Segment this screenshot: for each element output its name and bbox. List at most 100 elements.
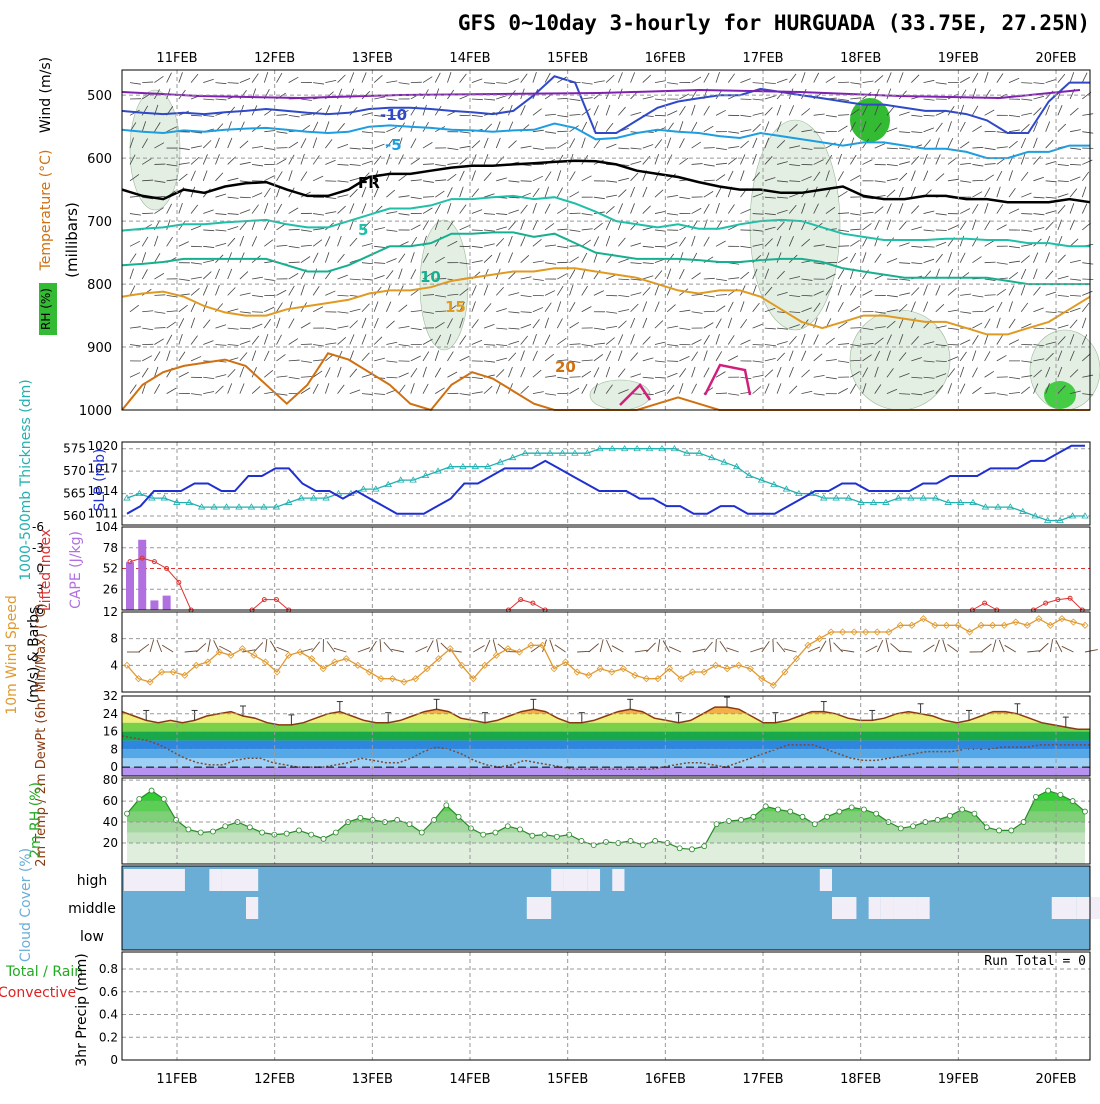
wind-barb	[325, 291, 335, 295]
wind-barb	[985, 295, 996, 296]
wind-barb	[289, 208, 298, 214]
wind-barb	[716, 306, 725, 312]
wind-barb	[655, 390, 665, 394]
wind-barb	[252, 351, 256, 361]
wind-barb	[1027, 651, 1040, 652]
wind-barb	[154, 384, 159, 394]
wind-barb	[264, 176, 274, 181]
wind-barb	[692, 142, 701, 148]
wind-barb	[557, 115, 568, 117]
wind-barb	[496, 138, 500, 148]
wind-barb	[301, 361, 312, 363]
wind-barb	[631, 72, 635, 82]
wind-barb	[362, 72, 366, 82]
wind-barb	[157, 640, 162, 652]
wind-barb	[301, 114, 312, 115]
temp-tick: 8	[110, 742, 118, 756]
wind-barb	[191, 277, 202, 279]
wind-barb	[911, 206, 919, 214]
wind-barb	[460, 132, 471, 133]
wind-barb	[643, 318, 647, 328]
wind-barb	[411, 252, 415, 262]
isotherm-top	[122, 90, 1080, 98]
wind-barb	[289, 286, 295, 295]
wind-barb	[435, 191, 444, 197]
wind-barb	[1033, 156, 1040, 164]
wind-barb	[411, 225, 421, 230]
wind-barb	[948, 158, 957, 165]
wind-barb	[631, 374, 641, 378]
bottom-date-label: 16FEB	[645, 1072, 686, 1087]
wind-barb	[191, 146, 202, 148]
wind-barb	[423, 77, 432, 83]
cloud-block-middle	[527, 897, 551, 919]
wind-barb	[972, 106, 977, 116]
wind-barb	[240, 312, 251, 313]
wind-barb	[472, 170, 476, 180]
precip-tick: 0.2	[99, 1030, 118, 1044]
wind-barb	[911, 171, 915, 181]
wind-barb	[570, 322, 579, 328]
wind-barb	[289, 339, 298, 345]
wind-barb	[1082, 204, 1087, 214]
wind-barb	[203, 210, 213, 214]
wind-barb	[655, 285, 659, 295]
wind-barb	[801, 391, 812, 393]
wind-barb	[130, 373, 140, 378]
wind-barb	[362, 161, 372, 164]
wind-barb	[997, 394, 1008, 396]
wind-barb	[655, 139, 662, 148]
wind-barb	[386, 171, 391, 181]
wind-barb	[850, 155, 856, 164]
wind-barb	[386, 154, 390, 164]
wind-barb	[594, 105, 599, 115]
wind-barb	[606, 640, 611, 652]
wind-barb	[704, 323, 713, 329]
wind-barb	[203, 272, 211, 279]
wind-barb	[533, 109, 542, 116]
wind-barb	[924, 154, 928, 164]
wind-barb	[716, 187, 721, 197]
top-date-label: 17FEB	[742, 51, 783, 66]
wind-barb	[498, 644, 508, 652]
wind-barb	[850, 384, 856, 393]
wind-barb	[850, 240, 859, 246]
wind-barb	[215, 230, 226, 231]
wind-barb	[606, 75, 614, 82]
wind-barb	[496, 252, 500, 262]
wind-barb	[801, 295, 812, 296]
wind-barb	[655, 377, 666, 378]
wind-barb	[911, 287, 919, 295]
wind-barb	[1058, 181, 1069, 182]
wind-barb	[521, 74, 528, 83]
wind-barb	[655, 342, 666, 345]
wind-barb	[1058, 325, 1069, 328]
wind-barb	[423, 220, 429, 229]
rh-point	[505, 824, 510, 829]
wind-barb	[215, 214, 226, 215]
wind-barb	[1070, 177, 1080, 181]
rh-point	[296, 828, 301, 833]
wind-barb	[646, 643, 655, 652]
temp-tick: 32	[103, 689, 118, 703]
wind-barb	[589, 644, 599, 652]
wind-barb	[850, 286, 856, 295]
wind-barb	[545, 132, 556, 134]
wind-barb	[838, 302, 843, 312]
wind-barb	[179, 163, 190, 165]
wind-barb	[582, 306, 592, 311]
y-tick-label: 1000	[79, 404, 112, 419]
wind-barb	[643, 156, 650, 164]
wind-barb	[863, 223, 872, 229]
wind-barb	[437, 639, 439, 652]
wind-barb	[911, 246, 922, 247]
wind-barb	[369, 641, 376, 652]
wind-barb	[655, 321, 663, 329]
wind-barb	[411, 356, 421, 361]
wind-barb	[362, 304, 370, 312]
wind-barb	[850, 98, 861, 99]
wind-barb	[411, 158, 420, 164]
wind-barb	[142, 368, 148, 377]
wind-barb	[154, 312, 165, 314]
wind-barb	[325, 139, 332, 148]
